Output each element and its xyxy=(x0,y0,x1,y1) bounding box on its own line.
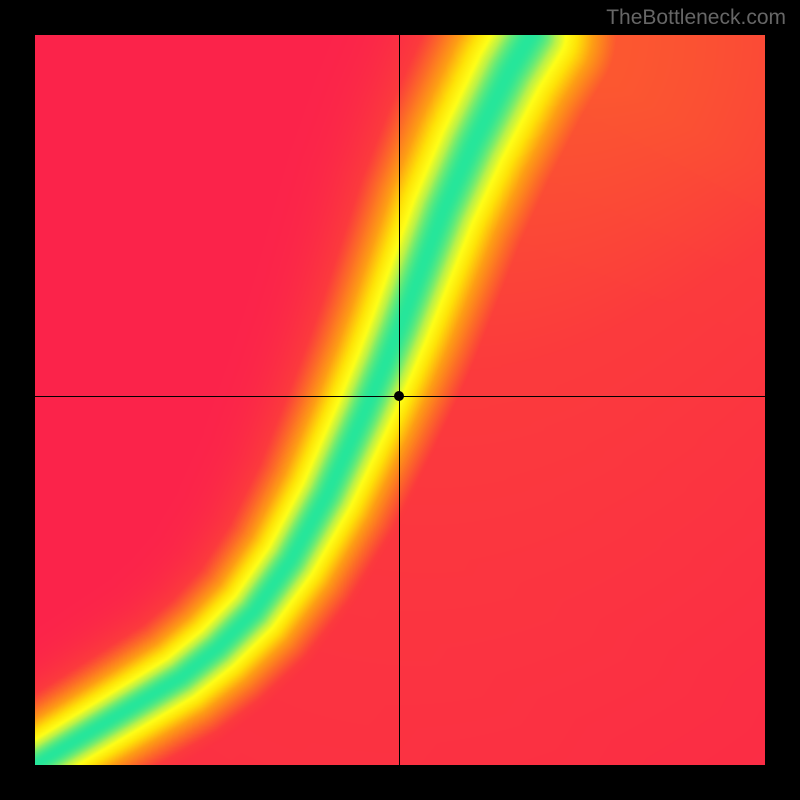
plot-area xyxy=(35,35,765,765)
marker-dot xyxy=(394,391,404,401)
watermark-text: TheBottleneck.com xyxy=(606,6,786,30)
